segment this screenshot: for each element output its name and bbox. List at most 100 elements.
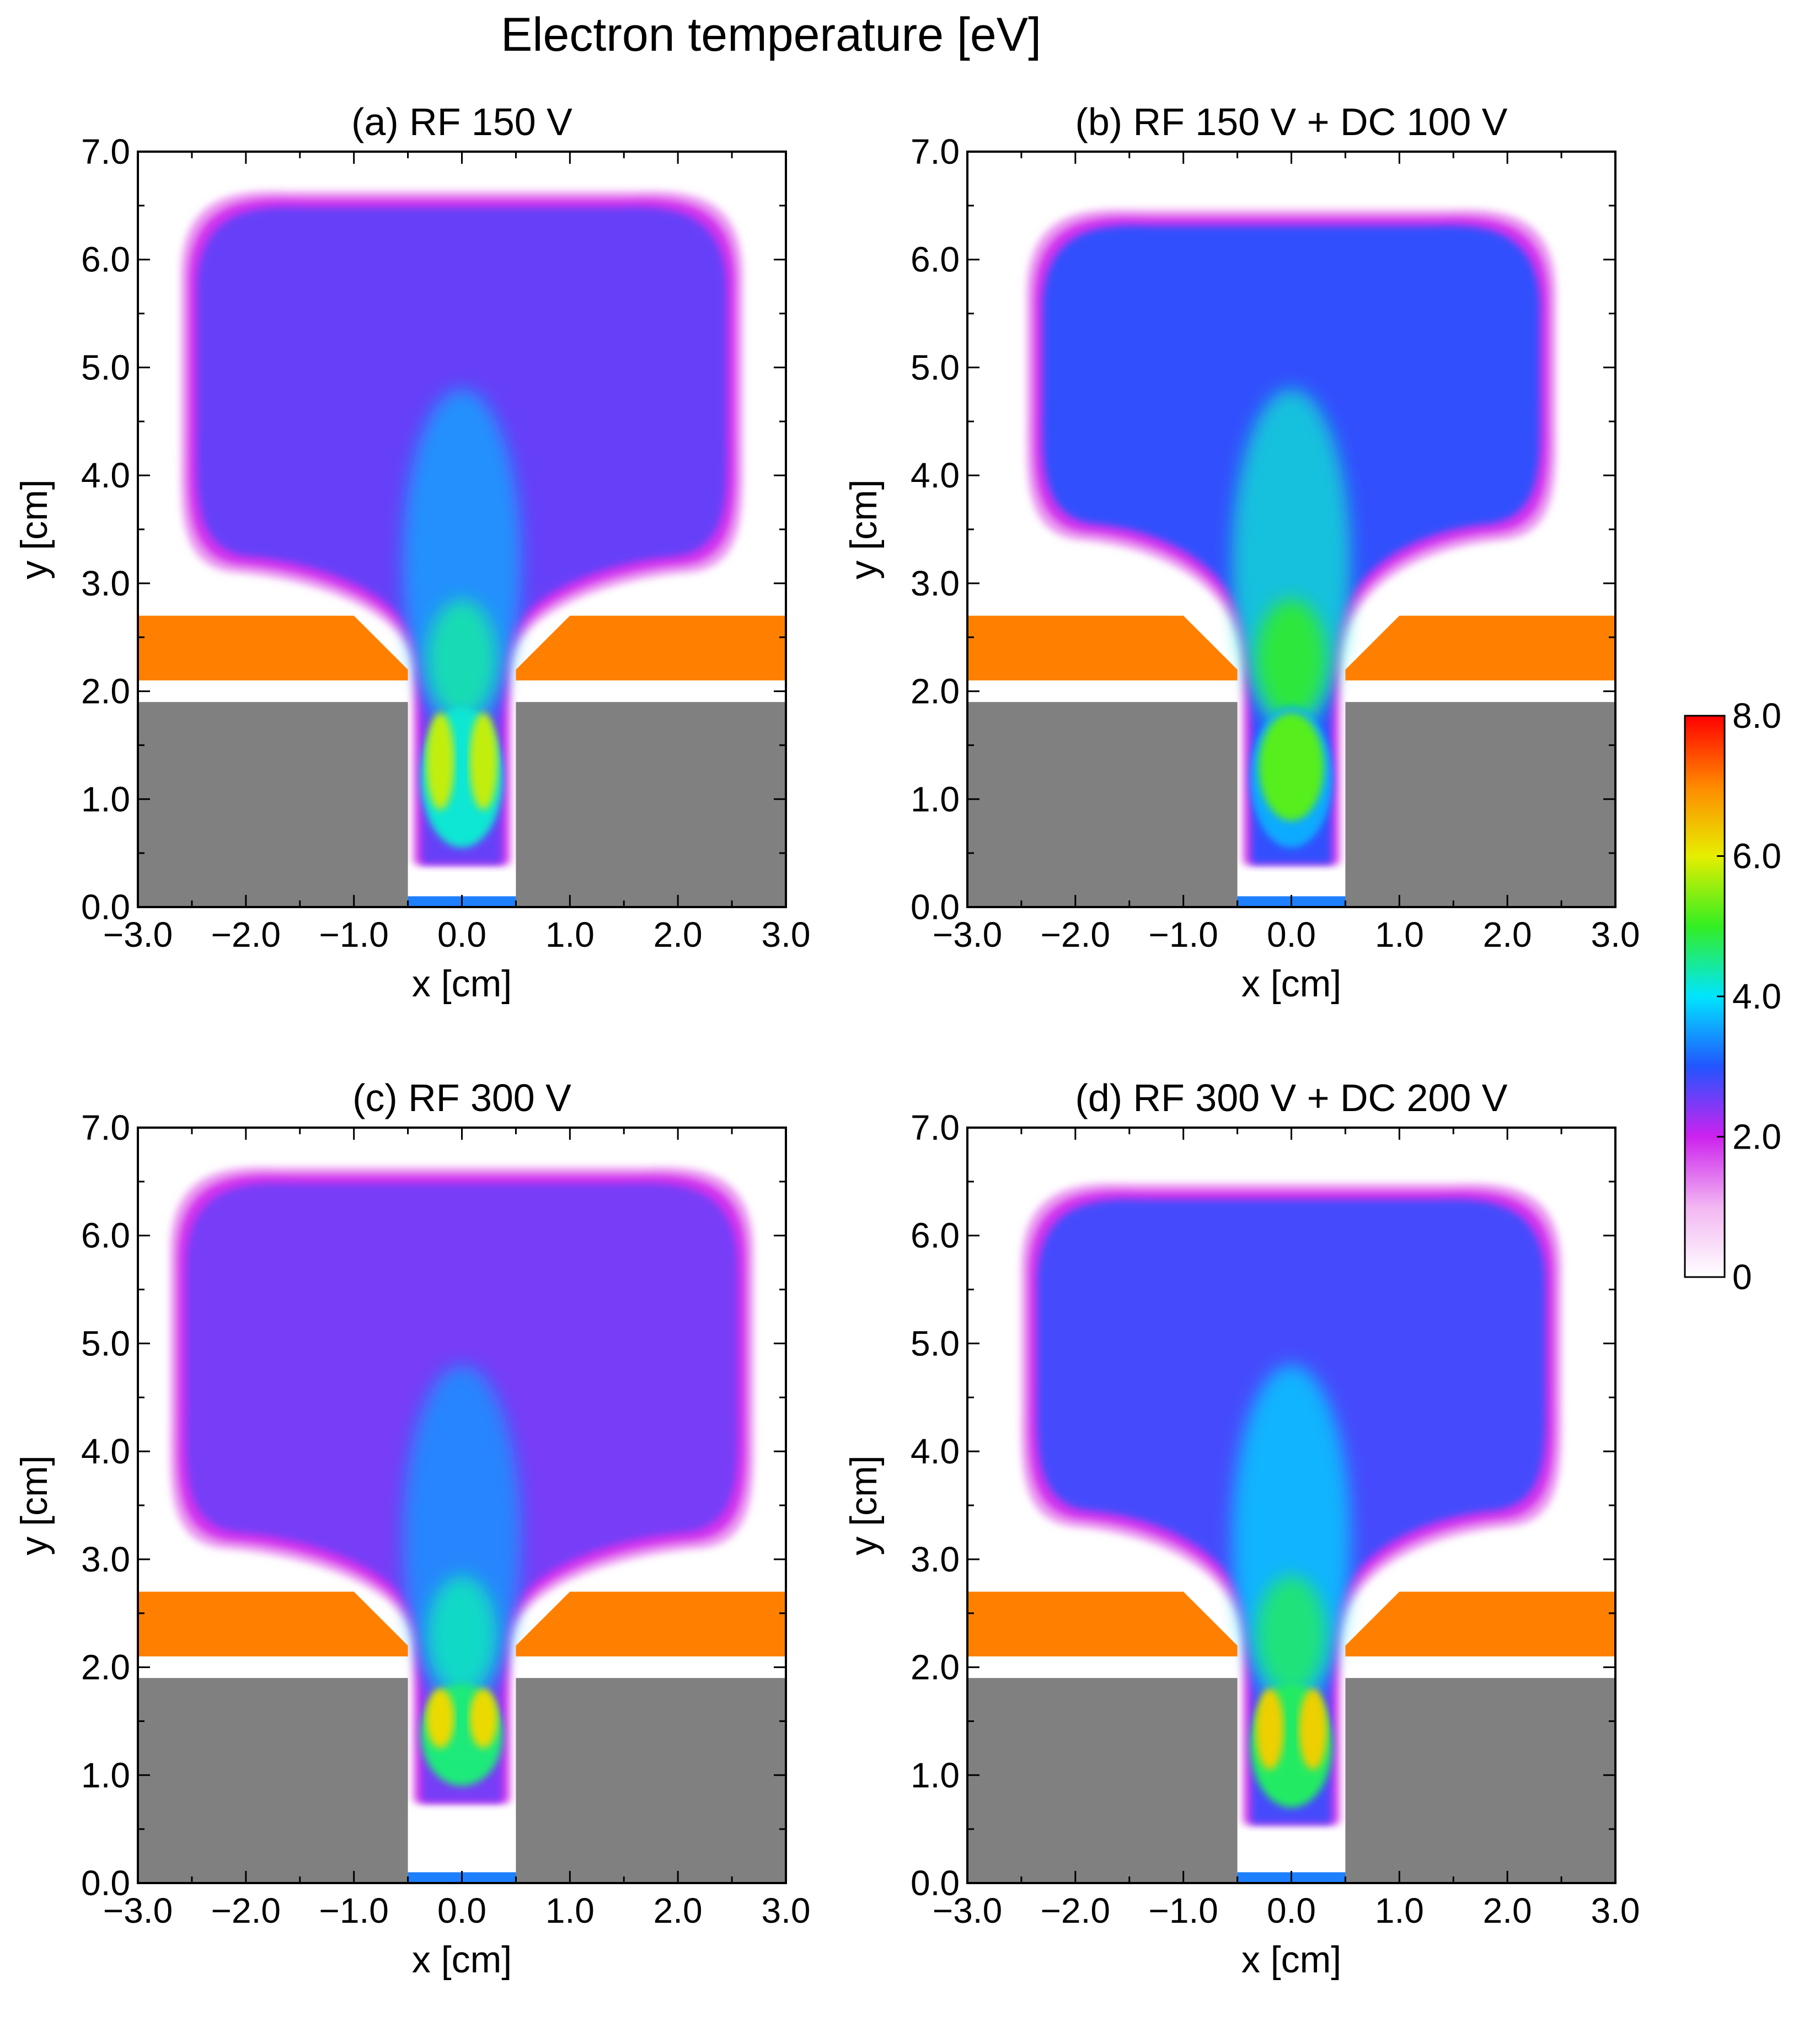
y-tick-label: 1.0	[911, 779, 960, 819]
y-tick-label: 1.0	[81, 1755, 130, 1795]
x-tick-label: −3.0	[933, 1891, 1002, 1930]
y-tick-label: 6.0	[81, 1216, 130, 1256]
y-tick-label: 5.0	[911, 1323, 960, 1363]
colorbar-tick-label: 0	[1732, 1257, 1752, 1297]
y-tick-label: 3.0	[81, 564, 130, 603]
x-tick-label: 2.0	[1483, 1891, 1532, 1930]
panel-c: −3.0 −2.0 −1.0 0.0 1.0 2.0 3.0 0.0 1.0 2.0 3.0 4.0 5…	[13, 1076, 810, 1981]
y-tick-label: 3.0	[81, 1540, 130, 1579]
y-axis-label: y [cm]	[13, 1455, 55, 1555]
left-substrate	[967, 1678, 1238, 1883]
y-tick-label: 4.0	[81, 1431, 130, 1471]
plot-area	[967, 1128, 1615, 1883]
y-tick-label: 4.0	[911, 1431, 960, 1471]
right-electrode	[1345, 1591, 1615, 1656]
x-tick-label: 0.0	[1267, 915, 1316, 954]
left-electrode	[967, 615, 1238, 680]
y-tick-label: 5.0	[911, 347, 960, 387]
colorbar-tick-label: 6.0	[1732, 836, 1781, 876]
x-tick-label: 3.0	[762, 1891, 811, 1930]
plasma-neck	[1256, 599, 1326, 718]
y-tick-label: 6.0	[911, 240, 960, 280]
x-tick-label: 2.0	[654, 915, 703, 954]
x-axis-label: x [cm]	[412, 963, 512, 1005]
x-tick-label: −2.0	[211, 915, 281, 954]
y-tick-label: 7.0	[911, 1108, 960, 1147]
y-tick-label: 0.0	[81, 887, 130, 927]
x-tick-label: 0.0	[437, 915, 486, 954]
plasma-neck	[427, 1575, 497, 1694]
right-substrate	[516, 1678, 786, 1883]
y-tick-label: 2.0	[911, 672, 960, 711]
y-tick-label: 2.0	[81, 672, 130, 711]
y-tick-label: 0.0	[911, 887, 960, 927]
x-tick-label: 0.0	[437, 1891, 486, 1930]
panel-d: −3.0 −2.0 −1.0 0.0 1.0 2.0 3.0 0.0 1.0 2.0 3.0 4.0 5…	[843, 1076, 1640, 1981]
plot-area	[967, 152, 1615, 907]
y-tick-label: 1.0	[911, 1755, 960, 1795]
x-tick-label: 0.0	[1267, 1891, 1316, 1930]
colorbar-tick-label: 8.0	[1732, 696, 1781, 736]
right-electrode	[1345, 615, 1615, 680]
y-tick-label: 6.0	[911, 1216, 960, 1256]
x-tick-label: 3.0	[762, 915, 811, 954]
panel-title: (a) RF 150 V	[351, 100, 572, 143]
plasma-neck	[427, 599, 497, 718]
x-tick-label: 1.0	[1375, 915, 1424, 954]
x-tick-label: 2.0	[654, 1891, 703, 1930]
y-tick-label: 5.0	[81, 1323, 130, 1363]
right-substrate	[1345, 1678, 1615, 1883]
right-electrode	[516, 1591, 786, 1656]
right-substrate	[516, 702, 786, 907]
y-tick-label: 3.0	[911, 1540, 960, 1579]
y-tick-label: 7.0	[911, 132, 960, 171]
plot-area	[138, 152, 786, 907]
x-tick-label: −1.0	[1148, 915, 1218, 954]
y-tick-label: 5.0	[81, 347, 130, 387]
left-electrode	[138, 615, 408, 680]
colorbar: 0 2.0 4.0 6.0 8.0	[1684, 696, 1781, 1297]
left-electrode	[967, 1591, 1238, 1656]
x-axis-label: x [cm]	[412, 1939, 512, 1981]
y-tick-label: 6.0	[81, 240, 130, 280]
x-tick-label: 1.0	[545, 915, 595, 954]
x-tick-label: 1.0	[545, 1891, 595, 1930]
y-axis-label: y [cm]	[843, 479, 885, 579]
ticks	[966, 1127, 1616, 1884]
trench-lobe-left	[426, 1688, 454, 1749]
plasma-neck	[1256, 1575, 1326, 1694]
x-tick-label: −2.0	[1041, 1891, 1110, 1930]
trench-lobe-right	[469, 712, 498, 810]
x-tick-label: −1.0	[1148, 1891, 1218, 1930]
x-tick-label: −3.0	[103, 1891, 173, 1930]
colorbar-tick-label: 2.0	[1732, 1117, 1781, 1157]
panels: −3.0 −2.0 −1.0 0.0 1.0 2.0 3.0 0.0 1.0 2.0 3.0 4.0 5…	[13, 100, 1640, 1981]
x-axis-label: x [cm]	[1241, 963, 1341, 1005]
y-tick-label: 3.0	[911, 564, 960, 603]
x-tick-label: 1.0	[1375, 1891, 1424, 1930]
y-tick-label: 2.0	[911, 1648, 960, 1687]
y-tick-label: 0.0	[911, 1863, 960, 1903]
x-tick-label: 3.0	[1591, 1891, 1640, 1930]
panel-title: (b) RF 150 V + DC 100 V	[1075, 100, 1508, 143]
x-tick-label: −2.0	[1041, 915, 1110, 954]
x-tick-label: 3.0	[1591, 915, 1640, 954]
x-tick-label: −2.0	[211, 1891, 281, 1930]
right-electrode	[516, 615, 786, 680]
y-tick-label: 0.0	[81, 1863, 130, 1903]
panel-title: (c) RF 300 V	[352, 1076, 571, 1119]
colorbar-tick-label: 4.0	[1732, 977, 1781, 1016]
ticks	[137, 1127, 787, 1884]
trench-lobe-left	[426, 712, 454, 810]
ticks	[966, 151, 1616, 908]
ticks	[137, 151, 787, 908]
panel-title: (d) RF 300 V + DC 200 V	[1075, 1076, 1508, 1119]
x-axis-label: x [cm]	[1241, 1939, 1341, 1981]
right-substrate	[1345, 702, 1615, 907]
plot-area	[138, 1128, 786, 1883]
x-tick-label: −1.0	[319, 915, 388, 954]
trench-lobe-left	[1255, 1688, 1284, 1770]
panel-b: −3.0 −2.0 −1.0 0.0 1.0 2.0 3.0 0.0 1.0 2.0 3.0 4.0 5…	[843, 100, 1640, 1005]
